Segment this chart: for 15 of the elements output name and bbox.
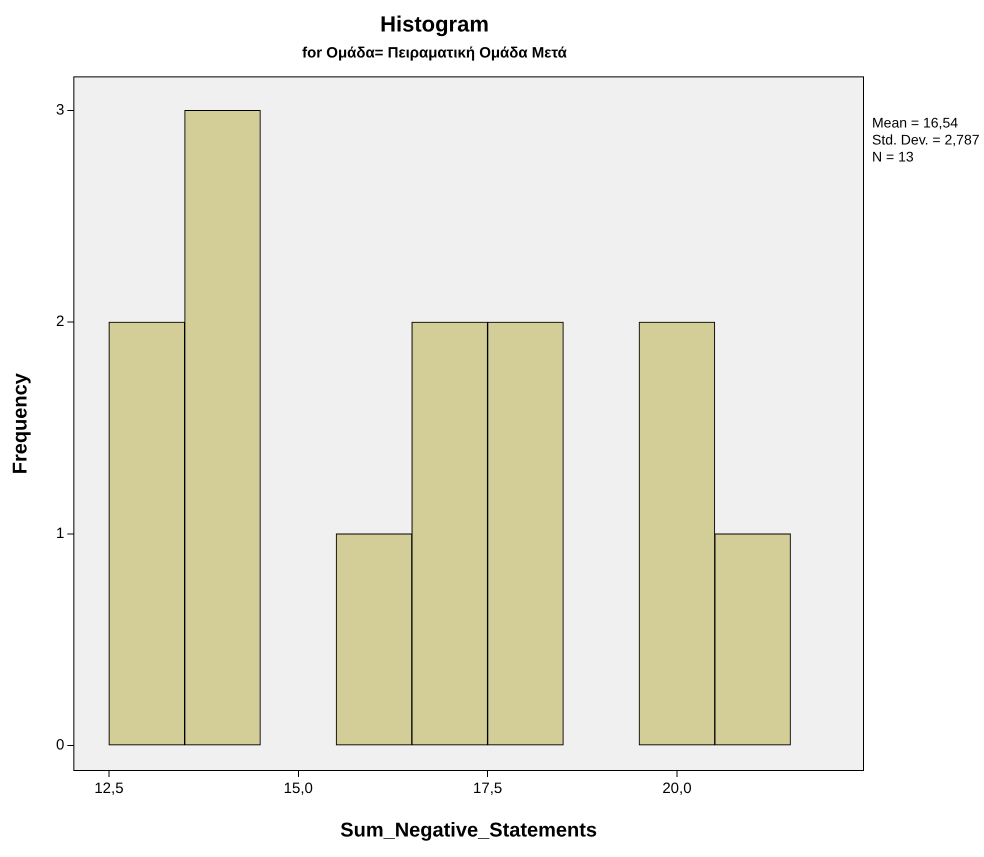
y-tick-label: 3	[56, 101, 64, 118]
text: Std. Dev. = 2,787	[872, 131, 980, 148]
x-tick-label: 15,0	[284, 780, 313, 798]
chart-title: Histogram	[380, 11, 489, 36]
x-tick-label: 20,0	[662, 780, 692, 798]
x-tick-label: 12,5	[94, 780, 124, 798]
x-tick-label: 17,5	[473, 780, 502, 798]
text: N = 13	[872, 148, 914, 164]
y-tick-label: 0	[56, 736, 64, 754]
y-tick-label: 1	[56, 524, 64, 542]
text: Mean = 16,54	[872, 114, 958, 130]
y-tick-label: 2	[56, 313, 64, 330]
x-axis-title: Sum_Negative_Statements	[340, 820, 598, 842]
chart-subtitle: for Ομάδα= Πειραματική Ομάδα Μετά	[302, 44, 568, 62]
y-axis-title: Frequency	[10, 372, 32, 474]
